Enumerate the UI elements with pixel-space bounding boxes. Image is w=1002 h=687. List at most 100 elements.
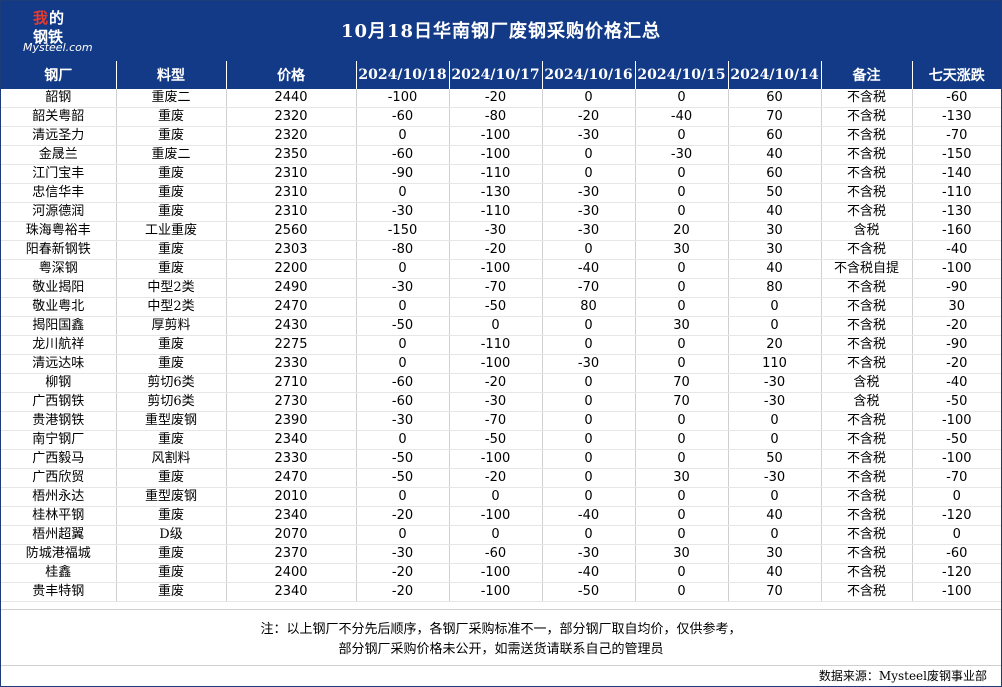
price-cell: 2400 <box>226 563 357 583</box>
table-row: 广西欣贸 重废 2470 -50 -20 0 30 -30 不含税 -70 <box>1 468 1001 488</box>
daily-change-cell: -30 <box>728 373 822 393</box>
grade-cell: 中型2类 <box>116 297 227 317</box>
mill-name: 河源德润 <box>1 202 117 222</box>
note-cell: 不含税 <box>821 316 913 336</box>
note-cell: 不含税 <box>821 544 913 564</box>
grade-cell: 剪切6类 <box>116 373 227 393</box>
note-cell: 不含税 <box>821 107 913 127</box>
week-change-cell: -150 <box>912 145 1001 165</box>
note-cell: 不含税 <box>821 487 913 507</box>
daily-change-cell: -30 <box>542 221 636 241</box>
daily-change-cell: 0 <box>728 411 822 431</box>
price-cell: 2303 <box>226 240 357 260</box>
daily-change-cell: 70 <box>635 373 729 393</box>
grade-cell: 重废 <box>116 468 227 488</box>
grade-cell: 重废二 <box>116 89 227 108</box>
daily-change-cell: -30 <box>542 126 636 146</box>
daily-change-cell: 0 <box>635 487 729 507</box>
note-cell: 不含税 <box>821 164 913 184</box>
note-cell: 不含税 <box>821 506 913 526</box>
week-change-cell: -100 <box>912 259 1001 279</box>
note-cell: 不含税 <box>821 202 913 222</box>
table-row: 敬业揭阳 中型2类 2490 -30 -70 -70 0 80 不含税 -90 <box>1 278 1001 298</box>
note-cell: 不含税 <box>821 563 913 583</box>
daily-change-cell: -70 <box>542 278 636 298</box>
daily-change-cell: -30 <box>542 354 636 374</box>
daily-change-cell: 40 <box>728 563 822 583</box>
daily-change-cell: -100 <box>449 563 543 583</box>
daily-change-cell: -20 <box>356 582 450 602</box>
note-cell: 不含税 <box>821 582 913 602</box>
week-change-cell: -70 <box>912 126 1001 146</box>
daily-change-cell: 0 <box>449 487 543 507</box>
daily-change-cell: -100 <box>449 145 543 165</box>
note-cell: 不含税 <box>821 145 913 165</box>
daily-change-cell: 0 <box>542 487 636 507</box>
price-cell: 2310 <box>226 183 357 203</box>
daily-change-cell: -20 <box>542 107 636 127</box>
daily-change-cell: 30 <box>728 221 822 241</box>
daily-change-cell: -30 <box>356 544 450 564</box>
table-row: 阳春新钢铁 重废 2303 -80 -20 0 30 30 不含税 -40 <box>1 240 1001 260</box>
grade-cell: 重废 <box>116 335 227 355</box>
mill-name: 广西欣贸 <box>1 468 117 488</box>
note-cell: 不含税 <box>821 354 913 374</box>
daily-change-cell: -100 <box>449 449 543 469</box>
daily-change-cell: 0 <box>356 183 450 203</box>
daily-change-cell: -50 <box>449 297 543 317</box>
daily-change-cell: 0 <box>356 126 450 146</box>
note-cell: 不含税自提 <box>821 259 913 279</box>
daily-change-cell: 80 <box>542 297 636 317</box>
daily-change-cell: -30 <box>728 392 822 412</box>
week-change-cell: -40 <box>912 373 1001 393</box>
daily-change-cell: 50 <box>728 183 822 203</box>
daily-change-cell: -60 <box>356 373 450 393</box>
daily-change-cell: -100 <box>449 582 543 602</box>
grade-cell: 重废 <box>116 259 227 279</box>
daily-change-cell: 0 <box>635 297 729 317</box>
daily-change-cell: 30 <box>728 544 822 564</box>
week-change-cell: -120 <box>912 506 1001 526</box>
note-cell: 不含税 <box>821 449 913 469</box>
mill-name: 忠信华丰 <box>1 183 117 203</box>
daily-change-cell: 50 <box>728 449 822 469</box>
price-cell: 2320 <box>226 126 357 146</box>
header-date-1: 2024/10/18 <box>356 61 450 89</box>
grade-cell: 风割料 <box>116 449 227 469</box>
week-change-cell: 0 <box>912 525 1001 545</box>
header-date-2: 2024/10/17 <box>449 61 543 89</box>
daily-change-cell: 0 <box>542 89 636 108</box>
grade-cell: 重废 <box>116 544 227 564</box>
daily-change-cell: 20 <box>635 221 729 241</box>
table-row: 揭阳国鑫 厚剪料 2430 -50 0 0 30 0 不含税 -20 <box>1 316 1001 336</box>
data-source: 数据来源：Mysteel废钢事业部 <box>1 665 1001 686</box>
table-row: 江门宝丰 重废 2310 -90 -110 0 0 60 不含税 -140 <box>1 164 1001 184</box>
price-cell: 2330 <box>226 449 357 469</box>
daily-change-cell: 0 <box>542 525 636 545</box>
daily-change-cell: -30 <box>635 145 729 165</box>
mill-name: 广西钢铁 <box>1 392 117 412</box>
table-row: 清远圣力 重废 2320 0 -100 -30 0 60 不含税 -70 <box>1 126 1001 146</box>
table-body: 韶钢 重废二 2440 -100 -20 0 0 60 不含税 -60 韶关粤韶 重废 2320 -60-… <box>1 89 1001 602</box>
table-row: 桂林平钢 重废 2340 -20 -100 -40 0 40 不含税 -120 <box>1 506 1001 526</box>
week-change-cell: -40 <box>912 240 1001 260</box>
daily-change-cell: 0 <box>542 335 636 355</box>
daily-change-cell: 0 <box>449 525 543 545</box>
grade-cell: 重废 <box>116 202 227 222</box>
daily-change-cell: -100 <box>449 354 543 374</box>
daily-change-cell: 60 <box>728 89 822 108</box>
daily-change-cell: -50 <box>356 468 450 488</box>
daily-change-cell: 0 <box>635 449 729 469</box>
daily-change-cell: 0 <box>542 316 636 336</box>
grade-cell: 重废 <box>116 164 227 184</box>
daily-change-cell: -130 <box>449 183 543 203</box>
daily-change-cell: -50 <box>449 430 543 450</box>
grade-cell: 重废 <box>116 183 227 203</box>
daily-change-cell: 0 <box>728 487 822 507</box>
note-cell: 不含税 <box>821 297 913 317</box>
daily-change-cell: 0 <box>728 316 822 336</box>
daily-change-cell: -40 <box>542 259 636 279</box>
daily-change-cell: 20 <box>728 335 822 355</box>
daily-change-cell: 70 <box>635 392 729 412</box>
